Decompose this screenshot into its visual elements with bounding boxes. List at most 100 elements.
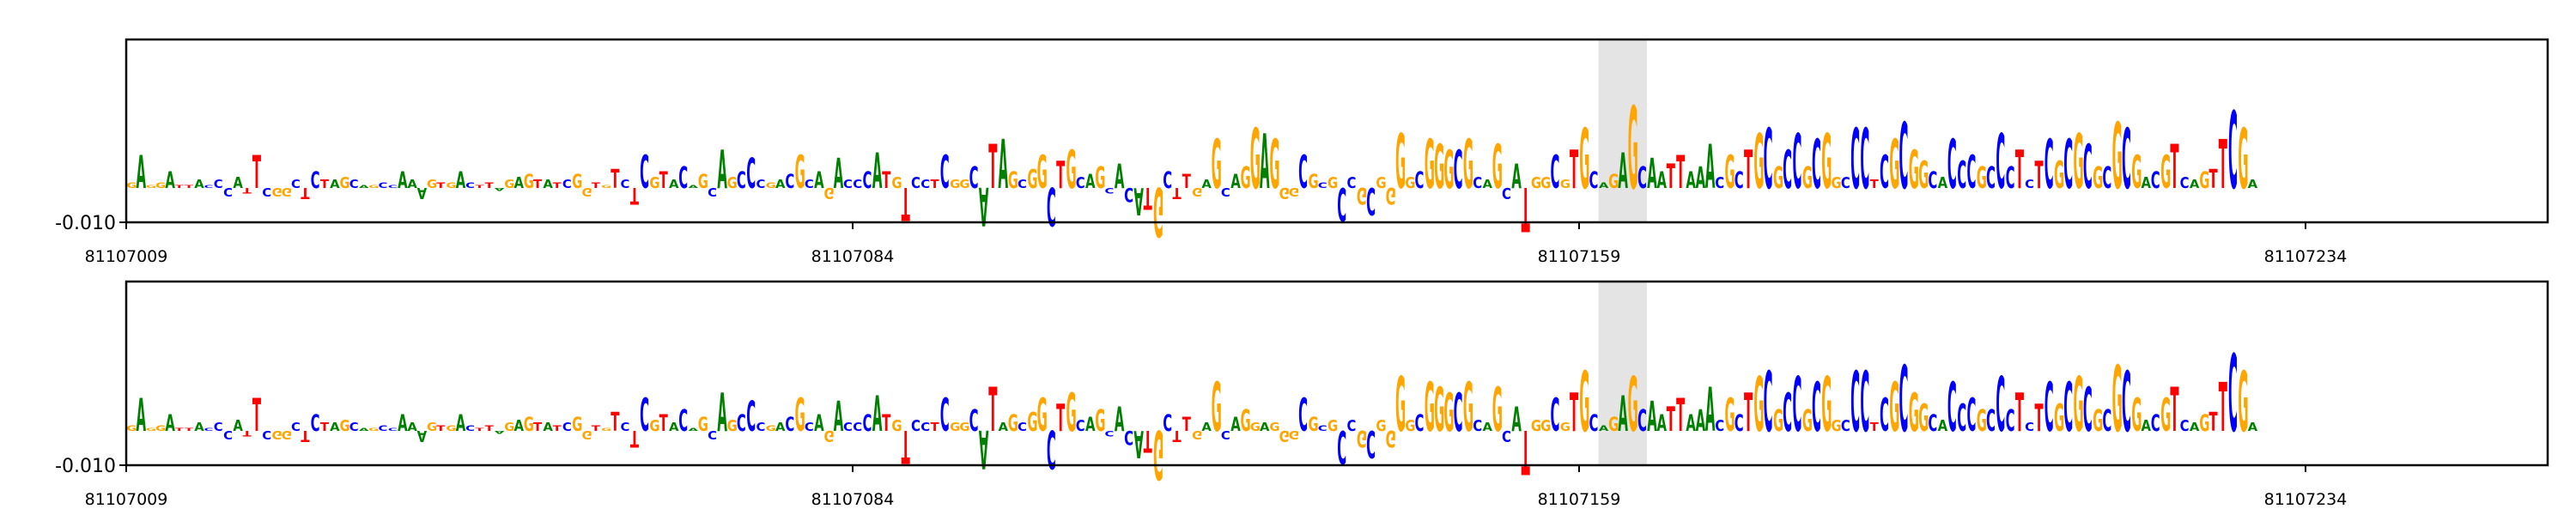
logo-letter: C: [621, 421, 630, 434]
logo-letter: T: [475, 427, 484, 432]
logo-letter: G: [1443, 140, 1454, 201]
logo-letter: C: [1735, 168, 1744, 195]
logo-letter: G: [1579, 112, 1589, 209]
logo-letter: C: [853, 421, 862, 434]
logo-letter: C: [737, 168, 746, 195]
logo-letter: C: [1812, 126, 1821, 205]
logo-letter: C: [214, 179, 223, 191]
logo-letter: T: [320, 421, 330, 434]
logo-letter: C: [1947, 126, 1957, 205]
logo-letter: C: [2122, 112, 2131, 209]
logo-letter: C: [1473, 417, 1482, 434]
logo-letter: G: [1240, 161, 1250, 196]
logo-letter: C: [1792, 361, 1801, 449]
logo-letter: C: [863, 168, 872, 195]
logo-letter: T: [659, 411, 668, 438]
logo-letter: C: [969, 404, 979, 439]
logo-letter: G: [1540, 417, 1551, 434]
logo-letter: T: [988, 132, 997, 203]
logo-letter: T: [320, 179, 330, 191]
logo-letter: C: [2151, 168, 2160, 195]
logo-letter: A: [1705, 375, 1716, 445]
logo-letter: A: [2142, 417, 2152, 434]
logo-letter: G: [581, 427, 592, 440]
logo-letter: C: [1986, 404, 1996, 439]
logo-letter: G: [572, 172, 582, 193]
logo-letter: T: [1182, 415, 1191, 436]
logo-letter: C: [1163, 168, 1172, 195]
logo-letter: G: [1579, 355, 1589, 451]
logo-letter: A: [1085, 172, 1096, 193]
logo-letter: G: [1212, 369, 1222, 448]
logo-letter: A: [669, 179, 679, 191]
logo-letter: C: [2006, 404, 2015, 439]
x-tick-label: 81107009: [85, 247, 168, 266]
logo-letter: T: [1570, 383, 1578, 444]
logo-letter: G: [1608, 172, 1619, 193]
logo-letter: A: [2248, 179, 2258, 191]
logo-letter: A: [165, 411, 175, 438]
logo-letter: C: [2151, 411, 2160, 438]
logo-letter: G: [2112, 347, 2123, 452]
logo-letter: C: [640, 390, 649, 442]
logo-letter: G: [1395, 361, 1406, 449]
logo-letter: A: [1115, 400, 1125, 439]
logo-letter: G: [2131, 390, 2142, 442]
logo-letter: T: [1667, 400, 1675, 439]
logo-letter: G: [2112, 104, 2123, 209]
logo-letter: A: [1133, 179, 1144, 222]
logo-letter: C: [204, 427, 214, 432]
logo-letter: C: [785, 172, 794, 193]
logo-letter: C: [388, 185, 398, 189]
logo-letter: C: [1947, 369, 1957, 448]
logo-letter: T: [436, 424, 446, 433]
logo-letter: A: [2142, 174, 2152, 191]
logo-letter: T: [1870, 179, 1880, 191]
logo-letter: C: [853, 179, 862, 191]
logo-letter: T: [2034, 397, 2043, 440]
logo-letter: C: [1415, 411, 1425, 438]
logo-letter: G: [1008, 411, 1018, 438]
logo-letter: G: [1327, 174, 1338, 191]
logo-letter: G: [1802, 161, 1813, 196]
axes-frame: [125, 38, 2549, 224]
logo-letter: C: [349, 179, 359, 191]
logo-letter: A: [1511, 400, 1522, 439]
logo-letter: C: [1996, 361, 2005, 449]
logo-letter: A: [359, 427, 369, 432]
logo-letter: G: [427, 179, 437, 191]
logo-letter: C: [2044, 369, 2054, 448]
logo-letter: A: [330, 179, 340, 191]
logo-letter: T: [301, 427, 309, 445]
logo-letter: T: [882, 168, 890, 195]
logo-letter: G: [1463, 126, 1473, 205]
logo-letter: G: [368, 185, 379, 189]
logo-letter: G: [282, 427, 292, 440]
logo-letter: T: [301, 185, 309, 202]
logo-letter: C: [1715, 174, 1724, 191]
logo-letter: C: [1454, 140, 1463, 201]
logo-letter: A: [1938, 417, 1948, 434]
x-tick-label: 81107084: [811, 490, 895, 509]
logo-letter: C: [1415, 168, 1425, 195]
logo-letter: G: [1066, 140, 1076, 201]
logo-letter: G: [1250, 421, 1261, 434]
logo-letter: A: [872, 385, 883, 443]
logo-letter: G: [2093, 404, 2103, 439]
logo-letter: G: [1405, 417, 1415, 434]
logo-letter: T: [2015, 140, 2024, 201]
logo-letter: G: [1327, 417, 1338, 434]
logo-letter: C: [1792, 118, 1801, 206]
logo-letter: A: [1230, 415, 1241, 436]
logo-letter: C: [1812, 369, 1821, 448]
logo-letter: G: [2160, 147, 2171, 199]
logo-letter: T: [1144, 180, 1152, 215]
logo-letter: A: [775, 179, 786, 191]
logo-letter: G: [1095, 404, 1105, 439]
logo-letter: G: [524, 172, 534, 193]
logo-letter: C: [2025, 179, 2034, 191]
logo-letter: C: [1076, 417, 1085, 434]
logo-letter: G: [1066, 383, 1076, 444]
